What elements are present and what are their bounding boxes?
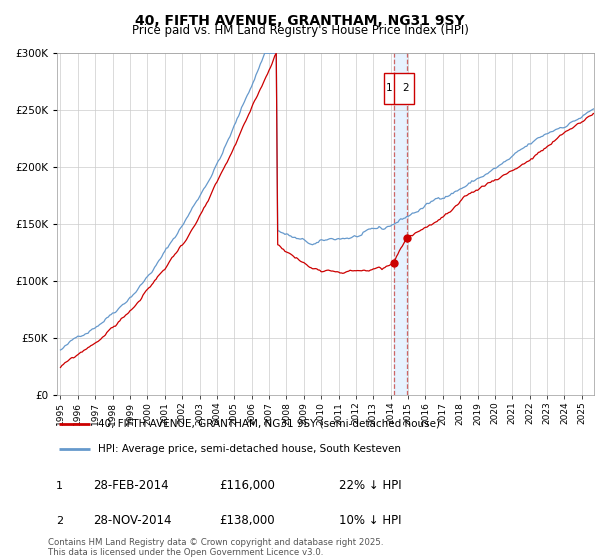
Text: £116,000: £116,000 (219, 479, 275, 492)
Bar (384, 73, 415, 104)
Text: 1: 1 (386, 83, 392, 94)
Text: Contains HM Land Registry data © Crown copyright and database right 2025.
This d: Contains HM Land Registry data © Crown c… (48, 538, 383, 557)
Text: 1: 1 (56, 480, 63, 491)
Text: Price paid vs. HM Land Registry's House Price Index (HPI): Price paid vs. HM Land Registry's House … (131, 24, 469, 37)
Text: 40, FIFTH AVENUE, GRANTHAM, NG31 9SY: 40, FIFTH AVENUE, GRANTHAM, NG31 9SY (135, 14, 465, 28)
Text: 2: 2 (402, 83, 409, 94)
Text: 22% ↓ HPI: 22% ↓ HPI (339, 479, 401, 492)
Text: 10% ↓ HPI: 10% ↓ HPI (339, 514, 401, 528)
Text: 28-FEB-2014: 28-FEB-2014 (93, 479, 169, 492)
Text: 2: 2 (56, 516, 63, 526)
Text: 40, FIFTH AVENUE, GRANTHAM, NG31 9SY (semi-detached house): 40, FIFTH AVENUE, GRANTHAM, NG31 9SY (se… (98, 419, 440, 429)
Text: £138,000: £138,000 (219, 514, 275, 528)
Text: HPI: Average price, semi-detached house, South Kesteven: HPI: Average price, semi-detached house,… (98, 444, 401, 454)
Text: 28-NOV-2014: 28-NOV-2014 (93, 514, 172, 528)
Bar (394, 53, 407, 395)
